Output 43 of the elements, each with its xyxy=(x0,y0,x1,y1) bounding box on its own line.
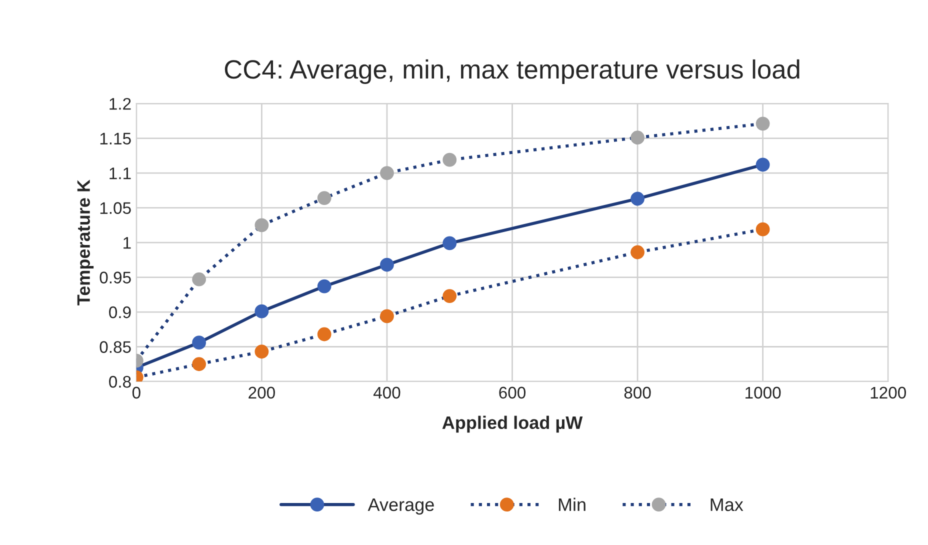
point xyxy=(756,158,770,172)
legend-label: Average xyxy=(368,498,434,515)
point xyxy=(380,309,394,324)
x-tick-label: 1000 xyxy=(746,386,781,399)
point xyxy=(192,357,206,372)
point xyxy=(442,289,457,303)
y-tick-label: 1.1 xyxy=(110,168,131,180)
legend-label: Max xyxy=(710,498,744,512)
x-axis-title: Applied load µW xyxy=(442,416,583,433)
point xyxy=(442,152,457,167)
y-tick-label: 0.95 xyxy=(100,272,131,284)
point xyxy=(630,192,644,206)
x-tick-label: 600 xyxy=(499,386,526,399)
y-tick-label: 0.85 xyxy=(100,341,131,353)
x-tick-label: 0 xyxy=(132,386,140,399)
y-axis-title: Temperature K xyxy=(77,180,94,306)
y-tick-label: 1.05 xyxy=(100,202,131,214)
point xyxy=(756,116,770,131)
point xyxy=(442,236,457,250)
point xyxy=(317,327,332,342)
point xyxy=(254,218,269,232)
point xyxy=(317,191,332,205)
point xyxy=(380,258,394,272)
y-tick-label: 1 xyxy=(124,237,131,249)
point xyxy=(630,245,644,260)
point xyxy=(317,279,332,294)
x-tick-label: 1200 xyxy=(870,386,906,399)
point xyxy=(756,222,770,236)
y-tick-label: 1.15 xyxy=(100,132,131,144)
chart-title: CC4: Average, min, max temperature versus load xyxy=(224,59,800,84)
y-tick-label: 0.9 xyxy=(109,306,131,318)
point xyxy=(192,272,206,286)
x-tick-label: 800 xyxy=(624,386,651,399)
point xyxy=(192,336,206,350)
point xyxy=(254,344,269,359)
point xyxy=(380,166,394,180)
legend-label: Min xyxy=(558,498,586,511)
y-tick-label: 0.8 xyxy=(109,376,131,388)
point xyxy=(254,304,269,318)
x-tick-label: 400 xyxy=(373,386,400,399)
point xyxy=(630,130,644,145)
y-tick-label: 1.2 xyxy=(110,98,131,110)
x-tick-label: 200 xyxy=(248,386,275,399)
